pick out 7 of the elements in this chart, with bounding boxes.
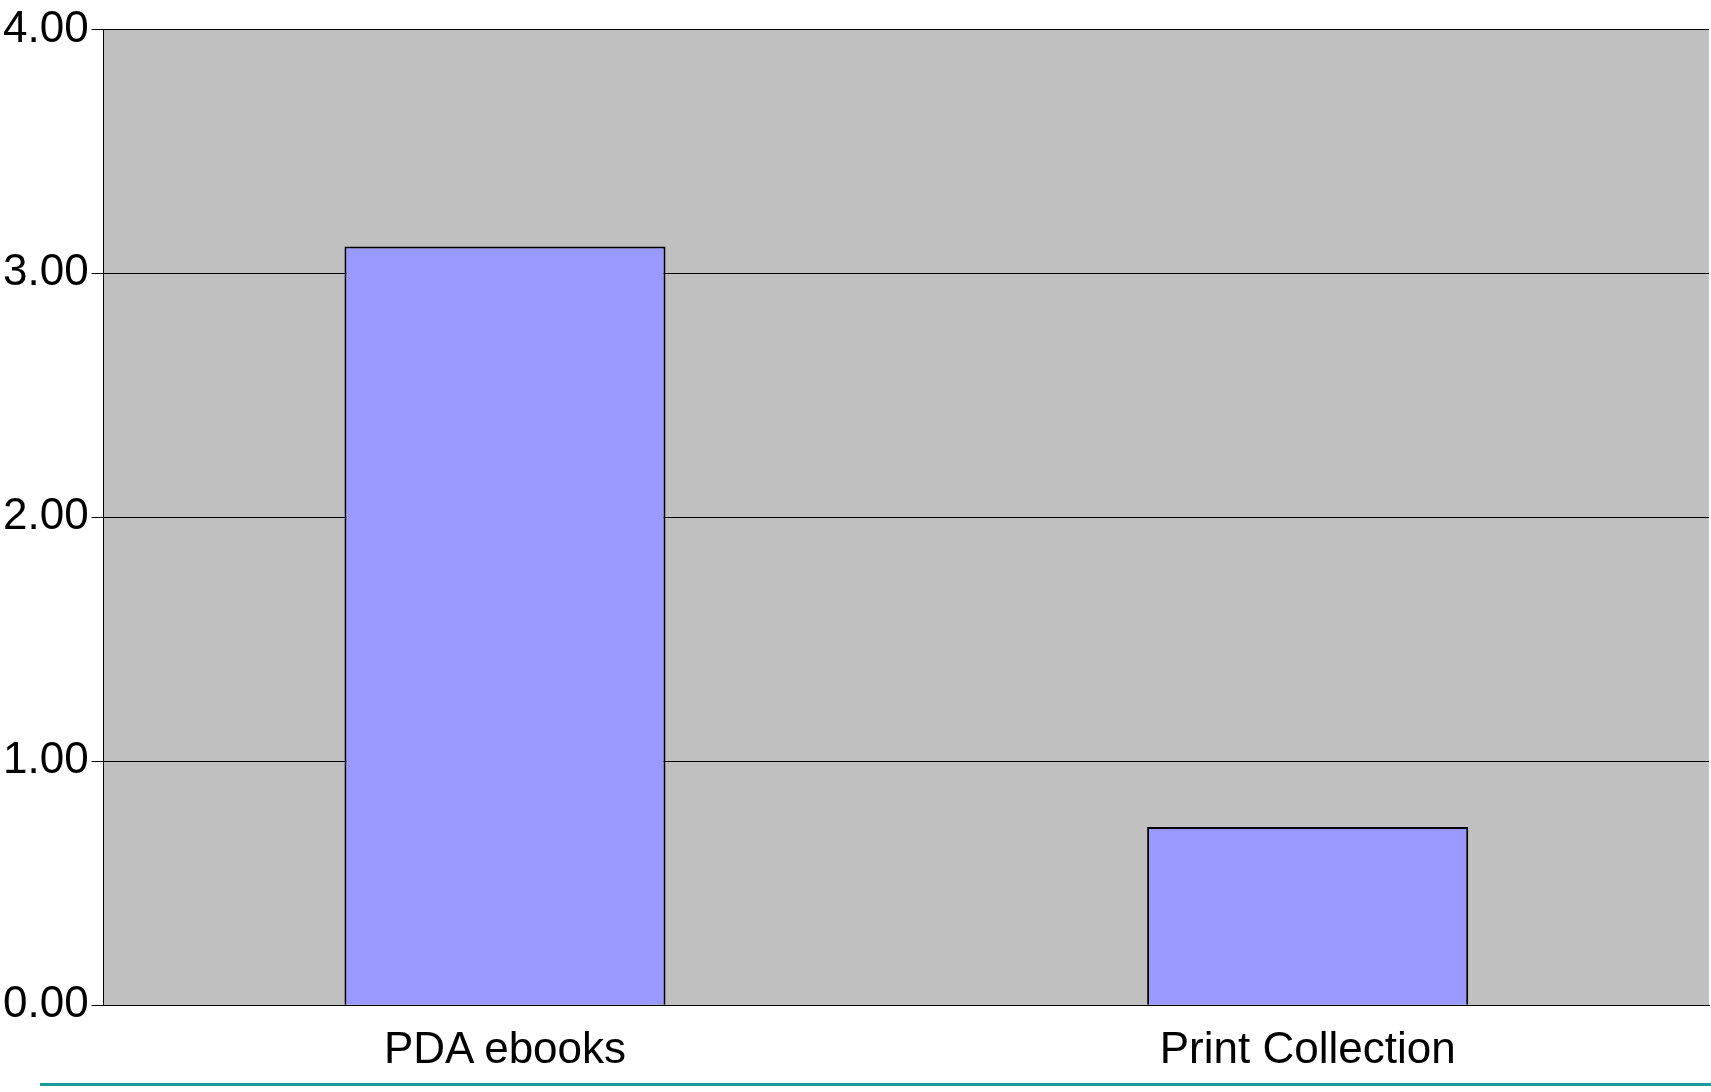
- x-tick-label: Print Collection: [1159, 1022, 1456, 1072]
- y-tick-label: 2.00: [3, 489, 89, 539]
- y-tick-label: 0.00: [3, 977, 89, 1027]
- y-tick-label: 4.00: [3, 1, 89, 51]
- y-tick-label: 1.00: [3, 733, 89, 783]
- x-tick-label: PDA ebooks: [383, 1022, 627, 1072]
- y-tick-label: 3.00: [3, 245, 89, 295]
